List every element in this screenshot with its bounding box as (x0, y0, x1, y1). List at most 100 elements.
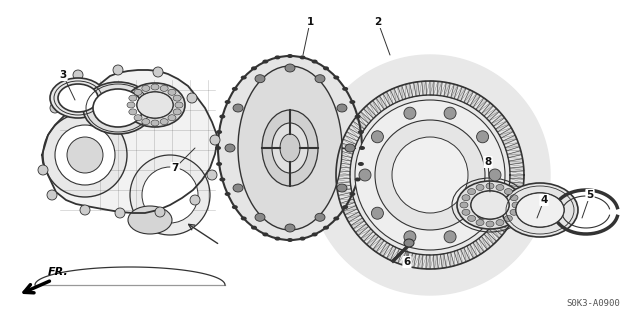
Ellipse shape (312, 60, 317, 63)
Polygon shape (509, 159, 523, 165)
Ellipse shape (392, 137, 468, 213)
Ellipse shape (43, 113, 127, 197)
Ellipse shape (476, 219, 484, 226)
Ellipse shape (80, 205, 90, 215)
Ellipse shape (241, 217, 246, 220)
Ellipse shape (142, 119, 150, 125)
Ellipse shape (233, 104, 243, 112)
Ellipse shape (323, 66, 329, 70)
Ellipse shape (371, 207, 383, 219)
Ellipse shape (262, 60, 268, 63)
Polygon shape (493, 221, 507, 232)
Text: 5: 5 (582, 190, 594, 218)
Polygon shape (349, 124, 362, 135)
Polygon shape (510, 175, 524, 179)
Ellipse shape (287, 238, 293, 242)
Ellipse shape (129, 109, 137, 115)
Ellipse shape (486, 221, 494, 227)
Ellipse shape (137, 92, 173, 118)
Polygon shape (410, 253, 416, 268)
Polygon shape (437, 81, 442, 96)
Ellipse shape (190, 195, 200, 205)
Ellipse shape (342, 87, 348, 91)
Ellipse shape (142, 167, 198, 223)
Ellipse shape (125, 83, 185, 127)
Polygon shape (440, 254, 446, 268)
Ellipse shape (168, 115, 176, 121)
Ellipse shape (510, 195, 518, 201)
Polygon shape (464, 90, 474, 104)
Text: S0K3-A0900: S0K3-A0900 (566, 299, 620, 308)
Polygon shape (380, 242, 390, 256)
Ellipse shape (262, 233, 268, 236)
Polygon shape (497, 215, 511, 226)
Ellipse shape (358, 162, 364, 166)
Polygon shape (387, 246, 396, 260)
Ellipse shape (93, 89, 143, 127)
Text: 8: 8 (484, 157, 492, 192)
Text: 7: 7 (172, 148, 195, 173)
Ellipse shape (355, 177, 361, 182)
Ellipse shape (255, 213, 265, 221)
Ellipse shape (173, 109, 181, 115)
Ellipse shape (225, 192, 230, 196)
Ellipse shape (516, 193, 564, 227)
Ellipse shape (262, 110, 318, 186)
Ellipse shape (55, 125, 115, 185)
Polygon shape (337, 163, 351, 168)
Ellipse shape (315, 213, 325, 221)
Ellipse shape (457, 181, 523, 229)
Polygon shape (353, 118, 367, 129)
Polygon shape (336, 171, 350, 175)
Ellipse shape (187, 93, 197, 103)
Ellipse shape (232, 87, 238, 91)
Polygon shape (461, 248, 470, 262)
Ellipse shape (355, 100, 505, 250)
Ellipse shape (510, 209, 518, 215)
Ellipse shape (255, 75, 265, 83)
Ellipse shape (130, 155, 210, 235)
Ellipse shape (342, 205, 348, 209)
Ellipse shape (275, 56, 280, 59)
Ellipse shape (129, 95, 137, 101)
Text: 6: 6 (403, 250, 411, 267)
Ellipse shape (280, 134, 300, 162)
Polygon shape (473, 241, 484, 254)
Polygon shape (479, 236, 490, 249)
Polygon shape (383, 92, 393, 106)
Polygon shape (509, 182, 524, 187)
Ellipse shape (153, 67, 163, 77)
Ellipse shape (233, 184, 243, 192)
Ellipse shape (210, 135, 220, 145)
Polygon shape (339, 147, 354, 154)
Ellipse shape (113, 65, 123, 75)
Polygon shape (444, 82, 451, 97)
Ellipse shape (134, 115, 142, 121)
Ellipse shape (137, 92, 173, 118)
Ellipse shape (333, 76, 339, 79)
Ellipse shape (462, 209, 470, 215)
Ellipse shape (477, 131, 488, 143)
Polygon shape (467, 244, 477, 258)
Polygon shape (343, 206, 358, 215)
Ellipse shape (345, 144, 355, 152)
Polygon shape (390, 88, 399, 102)
Polygon shape (470, 93, 481, 108)
Ellipse shape (175, 102, 183, 108)
Polygon shape (376, 96, 387, 109)
Ellipse shape (173, 95, 181, 101)
Ellipse shape (312, 233, 317, 236)
Polygon shape (394, 249, 403, 263)
Polygon shape (495, 121, 509, 132)
Ellipse shape (50, 103, 60, 113)
Ellipse shape (315, 75, 325, 83)
Ellipse shape (155, 207, 165, 217)
Polygon shape (337, 155, 352, 161)
Ellipse shape (67, 137, 103, 173)
Ellipse shape (468, 215, 476, 221)
Ellipse shape (160, 119, 168, 125)
Ellipse shape (462, 195, 470, 201)
Polygon shape (504, 202, 518, 211)
Ellipse shape (300, 56, 305, 59)
Polygon shape (398, 85, 406, 100)
